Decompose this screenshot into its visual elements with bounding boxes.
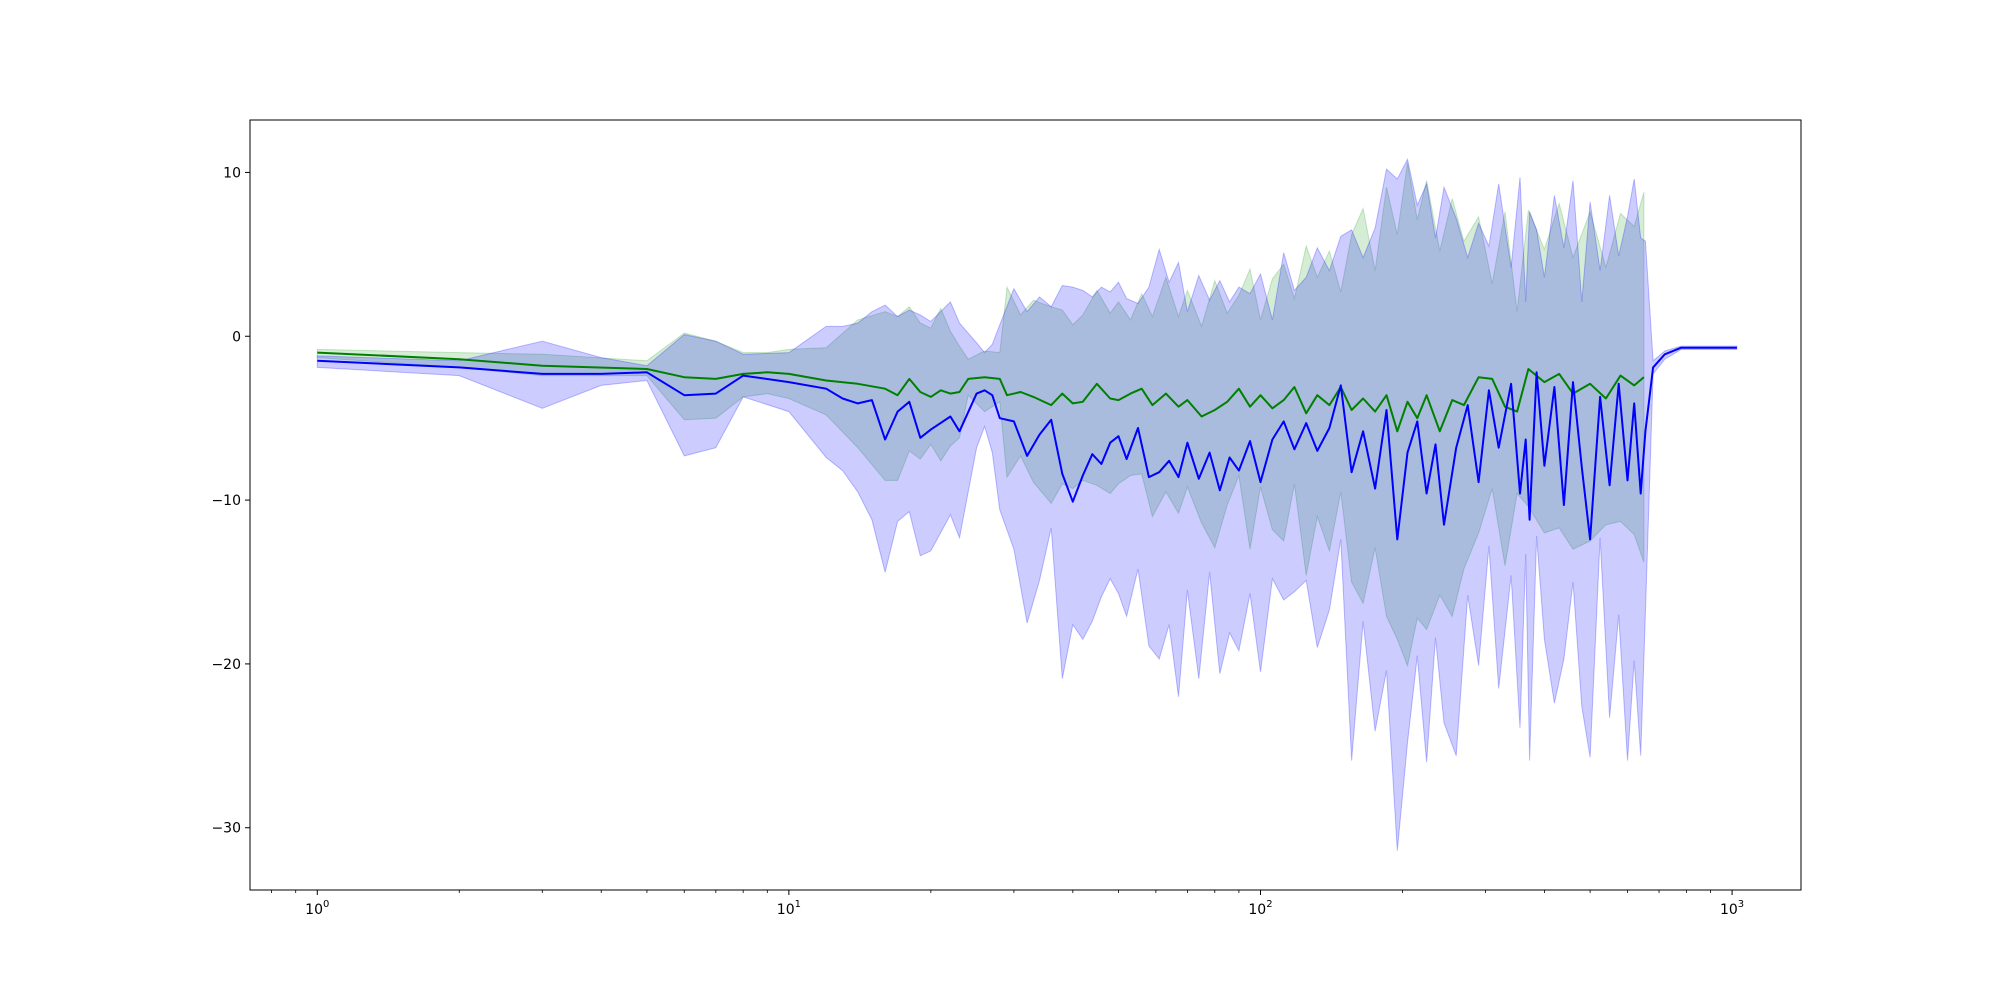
- series-0-band: [316, 162, 1645, 668]
- x-tick-label: 103: [1720, 899, 1744, 918]
- x-tick-label: 101: [777, 899, 801, 918]
- axes-frame: [249, 119, 1802, 891]
- series-0-line: [317, 351, 1645, 433]
- series-1-band: [316, 157, 1738, 851]
- plot-area: [316, 157, 1738, 851]
- y-tick-label: 10: [223, 165, 241, 181]
- y-tick-label: −20: [211, 657, 241, 673]
- x-tick-label: 100: [305, 899, 329, 918]
- x-tick-label: 102: [1248, 899, 1272, 918]
- y-tick-label: −10: [211, 493, 241, 509]
- y-tick-label: 0: [232, 329, 241, 345]
- y-tick-label: −30: [211, 821, 241, 837]
- series-1-line: [317, 346, 1737, 541]
